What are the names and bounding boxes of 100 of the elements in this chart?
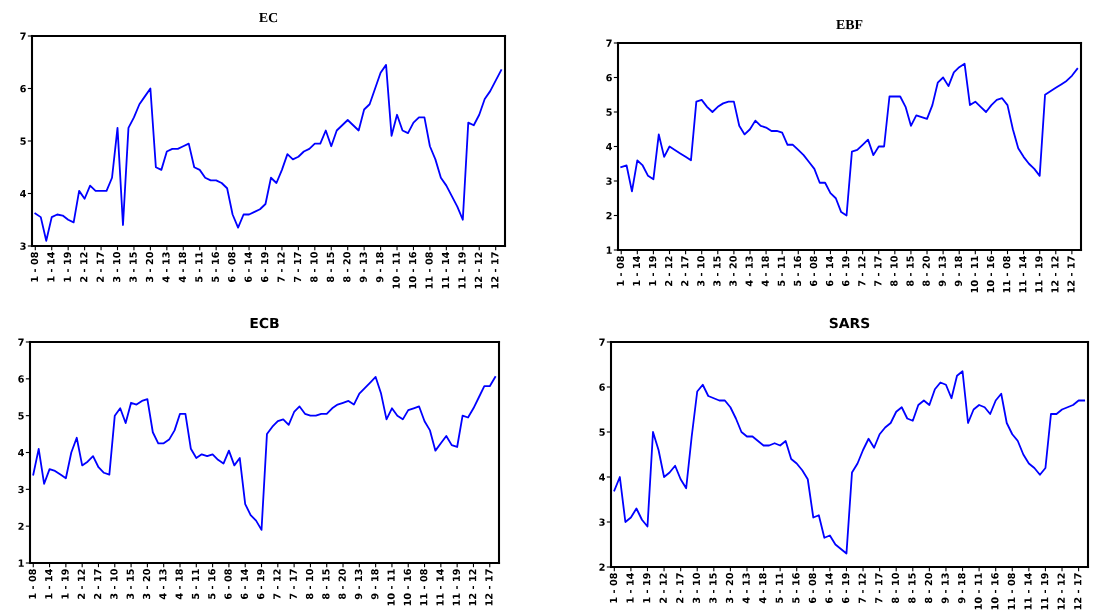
x-tick-label: 3 - 10 (692, 573, 701, 603)
x-tick-label: 12 - 12 (1057, 573, 1065, 610)
y-tick-label: 2 (599, 563, 605, 571)
x-tick-label: 7 - 12 (858, 256, 866, 286)
x-tick-label: 7 - 17 (874, 256, 882, 286)
x-tick-label: 6 - 14 (825, 256, 834, 287)
y-tick-label: 4 (599, 473, 605, 481)
x-tick-label: 2 - 17 (676, 573, 684, 603)
x-tick-label: 9 - 18 (371, 569, 379, 600)
chart-title: ECB (250, 317, 279, 329)
x-tick-label: 9 - 18 (376, 252, 384, 283)
x-tick-label: 1 - 19 (648, 256, 657, 286)
x-tick-label: 8 - 10 (305, 569, 314, 600)
y-tick-label: 5 (18, 412, 24, 420)
x-tick-label: 9 - 13 (941, 573, 949, 604)
x-tick-label: 5 - 11 (191, 569, 200, 599)
line-series (34, 63, 503, 242)
y-tick-label: 6 (599, 383, 605, 391)
x-tick-label: 7 - 17 (293, 252, 302, 282)
x-tick-label: 4 - 18 (175, 569, 183, 600)
x-tick-label: 3 - 15 (129, 252, 137, 282)
x-tick-label: 5 - 11 (777, 256, 785, 286)
x-tick-label: 8 - 10 (890, 256, 898, 287)
x-tick-label: 3 - 20 (142, 569, 151, 599)
x-tick-label: 3 - 15 (709, 573, 717, 603)
x-tick-label: 10 - 16 (991, 573, 999, 610)
x-tick-label: 1 - 08 (609, 573, 618, 603)
x-tick-label: 11 - 08 (425, 252, 433, 289)
x-tick-label: 4 - 13 (742, 573, 750, 604)
x-tick-label: 3 - 15 (126, 569, 134, 599)
y-tick-label: 4 (606, 143, 612, 151)
y-tick-label: 3 (20, 242, 26, 250)
x-tick-label: 11 - 14 (436, 569, 444, 606)
x-tick-label: 4 - 18 (759, 573, 767, 604)
line-series (32, 376, 497, 531)
x-tick-label: 11 - 08 (1002, 256, 1011, 293)
x-tick-label: 4 - 13 (745, 256, 753, 287)
x-tick-label: 7 - 12 (858, 573, 866, 603)
x-tick-label: 8 - 10 (310, 252, 318, 283)
x-tick-label: 3 - 10 (112, 252, 121, 282)
x-tick-label: 8 - 20 (924, 573, 933, 604)
x-tick-label: 10 - 16 (986, 256, 995, 293)
x-tick-label: 8 - 15 (908, 573, 916, 604)
x-tick-label: 11 - 14 (441, 252, 450, 289)
x-tick-label: 4 - 18 (761, 256, 769, 287)
line-series (620, 62, 1079, 217)
x-tick-label: 10 - 11 (387, 569, 395, 606)
x-tick-label: 12 - 12 (468, 569, 477, 606)
x-tick-label: 10 - 11 (970, 256, 979, 293)
x-tick-label: 8 - 15 (322, 569, 330, 600)
x-tick-label: 2 - 12 (80, 252, 88, 282)
chart-title: EC (259, 12, 278, 23)
x-tick-label: 6 - 08 (809, 256, 818, 287)
x-tick-label: 11 - 14 (1019, 256, 1027, 293)
x-tick-label: 11 - 19 (1040, 573, 1049, 610)
x-tick-label: 10 - 16 (408, 252, 417, 289)
y-tick-label: 6 (20, 84, 26, 93)
x-tick-label: 1 - 19 (642, 573, 651, 603)
x-tick-label: 1 - 08 (616, 256, 625, 286)
x-tick-label: 3 - 10 (697, 256, 705, 286)
y-tick-label: 1 (606, 246, 612, 254)
x-tick-label: 8 - 20 (343, 252, 351, 283)
x-tick-label: 6 - 19 (841, 573, 850, 604)
y-tick-label: 2 (18, 522, 24, 530)
x-tick-label: 12 - 17 (491, 252, 499, 289)
x-tick-label: 3 - 20 (725, 573, 734, 603)
x-tick-label: 6 - 19 (256, 569, 265, 600)
x-tick-label: 7 - 17 (875, 573, 883, 603)
x-tick-label: 12 - 12 (474, 252, 482, 289)
y-tick-label: 5 (20, 137, 26, 145)
x-tick-label: 6 - 08 (808, 573, 817, 604)
x-tick-label: 12 - 17 (1074, 573, 1082, 610)
x-tick-label: 2 - 12 (77, 569, 85, 599)
x-tick-label: 6 - 08 (228, 252, 236, 283)
x-tick-label: 9 - 18 (958, 573, 966, 604)
y-tick-label: 7 (20, 32, 26, 40)
x-tick-label: 9 - 18 (954, 256, 963, 287)
x-tick-label: 10 - 16 (403, 569, 412, 606)
x-tick-label: 5 - 11 (195, 252, 203, 282)
x-tick-label: 2 - 17 (681, 256, 689, 286)
y-tick-label: 4 (20, 190, 26, 198)
x-tick-label: 7 - 12 (277, 252, 285, 282)
x-tick-label: 5 - 16 (792, 573, 800, 603)
chart-title: EBF (836, 20, 863, 30)
y-tick-label: 4 (18, 449, 24, 457)
x-tick-label: 7 - 12 (273, 569, 281, 599)
x-tick-label: 6 - 14 (244, 252, 252, 283)
x-tick-label: 2 - 12 (659, 573, 667, 603)
x-tick-label: 10 - 11 (392, 252, 400, 289)
y-tick-label: 3 (606, 177, 612, 185)
y-tick-label: 6 (606, 73, 612, 82)
x-tick-label: 8 - 15 (326, 252, 335, 283)
x-tick-label: 1 - 19 (63, 252, 71, 282)
x-tick-label: 12 - 12 (1051, 256, 1059, 293)
x-tick-label: 1 - 08 (28, 569, 37, 599)
x-tick-label: 3 - 20 (145, 252, 154, 282)
x-tick-label: 1 - 14 (626, 573, 634, 603)
x-tick-label: 3 - 10 (110, 569, 118, 599)
x-tick-label: 2 - 17 (93, 569, 102, 599)
x-tick-label: 9 - 13 (359, 252, 367, 283)
